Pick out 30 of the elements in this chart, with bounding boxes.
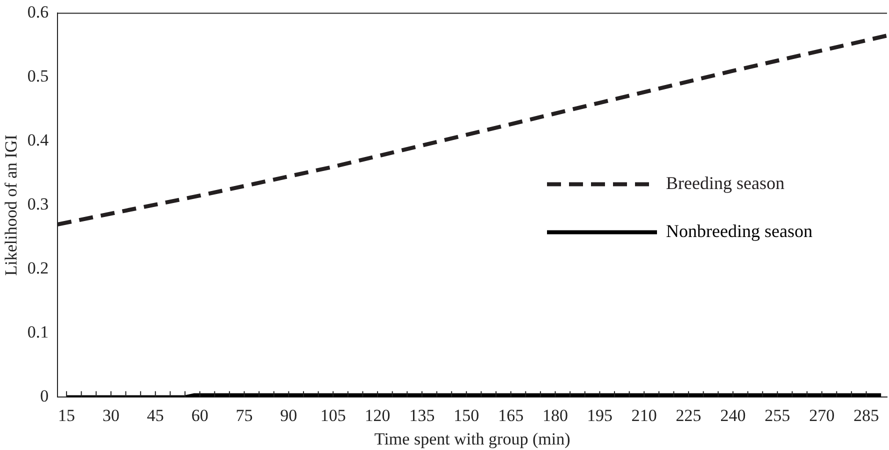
x-axis-title: Time spent with group (min) — [374, 429, 570, 448]
x-tick-label: 255 — [764, 406, 790, 425]
text: Breeding season — [666, 172, 784, 193]
x-tick-label: 165 — [498, 406, 524, 425]
x-tick-label: 180 — [542, 406, 568, 425]
y-axis-title: Likelihood of an IGI — [2, 134, 21, 276]
x-tick-label: 15 — [58, 406, 76, 425]
x-tick-label: 225 — [676, 406, 702, 425]
x-tick-label: 75 — [236, 406, 253, 425]
y-tick-label: 0.2 — [27, 258, 49, 278]
y-tick-label: 0.3 — [27, 194, 49, 214]
x-tick-label: 195 — [586, 406, 612, 425]
y-tick-label: 0.6 — [27, 2, 49, 22]
x-tick-label: 240 — [720, 406, 746, 425]
x-tick-label: 135 — [409, 406, 435, 425]
y-tick-label: 0 — [40, 386, 49, 406]
y-tick-label: 0.4 — [27, 130, 50, 150]
x-tick-label: 105 — [320, 406, 346, 425]
x-tick-label: 120 — [364, 406, 390, 425]
x-tick-label: 210 — [631, 406, 657, 425]
x-tick-label: 270 — [809, 406, 835, 425]
y-tick-label: 0.1 — [27, 322, 49, 342]
x-tick-label: 285 — [854, 406, 880, 425]
x-tick-label: 150 — [454, 406, 480, 425]
x-tick-label: 45 — [146, 406, 164, 425]
x-tick-label: 60 — [191, 406, 208, 425]
text: Nonbreeding season — [666, 220, 812, 241]
x-tick-label: 90 — [280, 406, 298, 425]
y-tick-label: 0.5 — [27, 66, 49, 86]
x-tick-label: 30 — [102, 406, 120, 425]
